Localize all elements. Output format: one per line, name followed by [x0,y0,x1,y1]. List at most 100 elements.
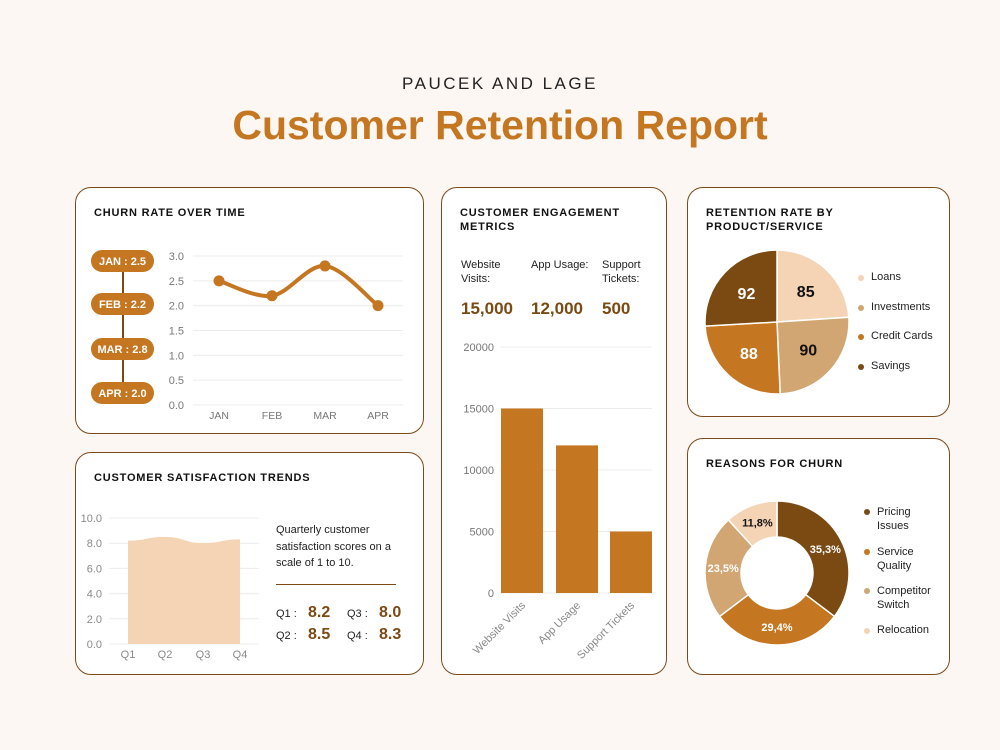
x-tick-label: Q3 [196,649,211,661]
x-tick-label: App Usage [536,600,583,647]
quarter-q2: Q2 : 8.5 [276,626,330,644]
satisfaction-card-title: CUSTOMER SATISFACTION TRENDS [94,472,311,484]
y-tick-label: 2.5 [169,276,184,288]
y-tick-label: 10000 [463,465,494,477]
x-tick-label: Support Tickets [575,599,637,661]
legend-item-credit-cards: Credit Cards [858,330,933,342]
legend-item-investments: Investments [858,301,930,313]
satisfaction-description: Quarterly customer satisfaction scores o… [276,524,391,569]
y-tick-label: 1.5 [169,326,184,338]
churn-card-title: CHURN RATE OVER TIME [94,207,246,219]
legend-dot [858,334,864,340]
y-tick-label: 3.0 [169,251,184,263]
divider [276,584,396,585]
pie-slice-label: 88 [740,346,758,363]
legend-item-savings: Savings [858,360,910,372]
legend-dot [864,509,870,515]
churn-point [213,275,225,287]
satisfaction-card: CUSTOMER SATISFACTION TRENDS 0.0 2.0 4.0 6.… [75,452,424,675]
report-title: Customer Retention Report [232,102,768,148]
pie-slice-label: 23,5% [708,563,739,575]
pie-slice [776,249,850,323]
quarter-value: 8.2 [308,604,331,621]
churn-point [372,300,384,312]
pie-slice [704,518,754,618]
bar [501,408,543,593]
x-tick-label: Q2 [158,649,173,661]
legend-dot [864,628,870,634]
churn-pill-label: MAR : 2.8 [97,344,147,356]
legend-dot [864,549,870,555]
reasons-card: REASONS FOR CHURN 35,3% 29,4% 23,5% 11,8% P… [687,438,950,675]
x-tick-label: Q4 [233,649,248,661]
pie-slice-label: 29,4% [761,622,792,634]
churn-line [217,263,380,308]
y-tick-label: 4.0 [87,589,102,601]
quarter-value: 8.5 [308,626,331,643]
quarter-label: Q1 : [276,608,297,620]
reasons-legend: Pricing Issues Service Quality Competito… [864,505,946,645]
churn-pill [91,338,154,360]
legend-label: Credit Cards [871,330,933,342]
reasons-donut: 35,3% 29,4% 23,5% 11,8% [704,500,850,646]
pie-slice-label: 85 [797,284,815,301]
legend-label: Competitor Switch [877,585,931,611]
legend-item-loans: Loans [858,271,901,283]
retention-card: RETENTION RATE BY PRODUCT/SERVICE 85 90 88… [687,187,950,417]
churn-pill-label: APR : 2.0 [98,388,146,400]
pie-slice-label: 35,3% [810,544,841,556]
legend-item-relocation: Relocation [864,624,929,636]
pie-slice [704,249,778,327]
churn-pill [91,293,154,315]
y-tick-label: 20000 [463,342,494,354]
quarter-label: Q3 : [347,608,368,620]
metric-value-app: 12,000 [531,299,583,318]
y-tick-label: 0.0 [87,639,102,651]
legend-item-service: Service Quality [864,545,932,573]
bar [556,445,598,593]
y-tick-label: 0 [488,588,494,600]
churn-card: CHURN RATE OVER TIME 0.0 0.5 1.0 1.5 2.0 2.5 3… [75,187,424,434]
y-tick-label: 15000 [463,404,494,416]
legend-item-pricing: Pricing Issues [864,505,932,533]
engagement-card-title: CUSTOMER ENGAGEMENT METRICS [460,207,620,233]
x-tick-label: APR [367,410,389,422]
legend-label: Loans [871,271,901,283]
pie-slice [718,593,836,646]
engagement-card: CUSTOMER ENGAGEMENT METRICS Website Visi… [441,187,667,675]
bar [610,531,652,593]
x-tick-label: FEB [262,410,282,422]
retention-pie: 85 90 88 92 [704,249,850,395]
engagement-chart: 0 5000 10000 15000 20000 Website Visits App Us… [463,342,652,662]
y-tick-label: 10.0 [81,513,102,525]
metric-label-website: Website Visits: [461,259,501,285]
satisfaction-chart: 0.0 2.0 4.0 6.0 8.0 10.0 Q1 Q2 Q3 Q4 [81,513,259,661]
pie-slice [776,500,850,618]
legend-label: Service Quality [877,546,914,572]
y-tick-label: 2.0 [87,614,102,626]
satisfaction-area [128,536,240,644]
churn-pill [91,250,154,272]
metric-label-support: Support Tickets: [602,259,641,285]
x-tick-label: Q1 [121,649,136,661]
pie-slice [727,500,778,548]
churn-point [266,290,278,302]
quarter-value: 8.3 [379,626,402,643]
quarter-q3: Q3 : 8.0 [347,604,401,622]
y-tick-label: 5000 [470,527,494,539]
metric-label-app: App Usage: [531,259,589,271]
pie-slice [776,316,850,395]
churn-chart: 0.0 0.5 1.0 1.5 2.0 2.5 3.0 JAN FEB MAR APR JAN : 2… [91,250,403,422]
quarter-q1: Q1 : 8.2 [276,604,330,622]
x-tick-label: Website Visits [471,599,528,656]
retention-card-title: RETENTION RATE BY PRODUCT/SERVICE [706,207,834,233]
quarter-label: Q2 : [276,630,297,642]
quarter-value: 8.0 [379,604,402,621]
legend-dot [864,588,870,594]
y-tick-label: 6.0 [87,563,102,575]
quarter-label: Q4 : [347,630,368,642]
legend-label: Relocation [877,624,929,636]
retention-legend: Loans Investments Credit Cards Savings [858,271,948,372]
legend-dot [858,364,864,370]
pie-slice-label: 92 [738,286,756,303]
